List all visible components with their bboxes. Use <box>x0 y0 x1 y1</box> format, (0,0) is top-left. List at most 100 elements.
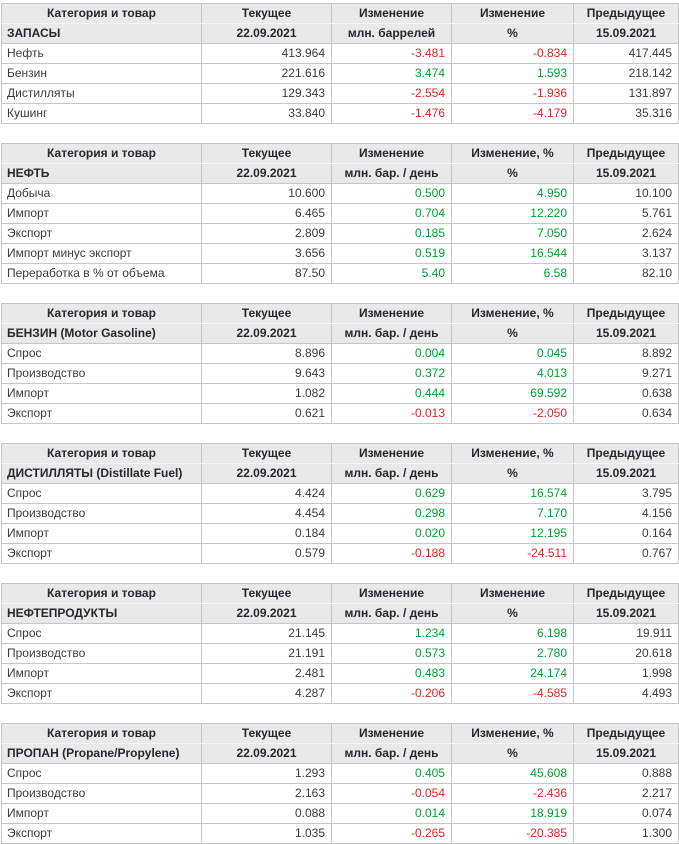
section-title: НЕФТЕПРОДУКТЫ <box>1 603 202 624</box>
value-cell: -3.481 <box>331 43 452 64</box>
value-cell: 2.624 <box>573 223 679 244</box>
column-header: Изменение <box>331 303 452 324</box>
column-header: Изменение, % <box>451 443 574 464</box>
row-label: Импорт <box>1 203 202 224</box>
column-subheader: млн. бар. / день <box>331 463 452 484</box>
table-subheader-row: ЗАПАСЫ 22.09.2021 млн. баррелей% 15.09.2021 <box>1 23 679 44</box>
column-header: Текущее <box>201 443 332 464</box>
table-row: Производство 2.163 -0.054 -2.436 2.217 <box>1 783 679 804</box>
value-cell: 24.174 <box>451 663 574 684</box>
value-cell: 3.137 <box>573 243 679 264</box>
table-row: Экспорт 0.579 -0.188 -24.511 0.767 <box>1 543 679 564</box>
value-cell: 19.911 <box>573 623 679 644</box>
table-row: Производство 4.454 0.298 7.170 4.156 <box>1 503 679 524</box>
value-cell: 4.287 <box>201 683 332 704</box>
value-cell: 0.184 <box>201 523 332 544</box>
column-subheader: млн. бар. / день <box>331 603 452 624</box>
column-subheader: 22.09.2021 <box>201 603 332 624</box>
column-subheader: 22.09.2021 <box>201 463 332 484</box>
table-motor-gasoline: Категория и товар Текущее Изменение Изменен… <box>1 303 679 424</box>
column-header: Изменение <box>331 443 452 464</box>
table-row: Спрос 1.293 0.405 45.608 0.888 <box>1 763 679 784</box>
column-subheader: 15.09.2021 <box>573 463 679 484</box>
value-cell: 0.014 <box>331 803 452 824</box>
value-cell: 2.217 <box>573 783 679 804</box>
value-cell: 129.343 <box>201 83 332 104</box>
column-subheader: % <box>451 743 574 764</box>
row-label: Нефть <box>1 43 202 64</box>
table-distillate-fuel: Категория и товар Текущее Изменение Изменен… <box>1 443 679 564</box>
value-cell: 4.156 <box>573 503 679 524</box>
value-cell: 0.579 <box>201 543 332 564</box>
value-cell: 0.088 <box>201 803 332 824</box>
value-cell: 4.454 <box>201 503 332 524</box>
table-row: Импорт 2.481 0.483 24.174 1.998 <box>1 663 679 684</box>
table-inventories: Категория и товар Текущее Изменение Изменен… <box>1 3 679 124</box>
column-header: Текущее <box>201 3 332 24</box>
value-cell: -0.265 <box>331 823 452 844</box>
value-cell: 6.198 <box>451 623 574 644</box>
table-crude-oil: Категория и товар Текущее Изменение Изменен… <box>1 143 679 284</box>
value-cell: 0.634 <box>573 403 679 424</box>
value-cell: -0.834 <box>451 43 574 64</box>
table-row: Импорт минус экспорт 3.656 0.519 16.544 3.13… <box>1 243 679 264</box>
value-cell: 3.795 <box>573 483 679 504</box>
table-row: Спрос 4.424 0.629 16.574 3.795 <box>1 483 679 504</box>
table-row: Дистилляты 129.343 -2.554 -1.936 131.897 <box>1 83 679 104</box>
value-cell: 0.185 <box>331 223 452 244</box>
table-header-row: Категория и товар Текущее Изменение Изменен… <box>1 723 679 744</box>
value-cell: 0.164 <box>573 523 679 544</box>
column-header: Предыдущее <box>573 3 679 24</box>
value-cell: 9.643 <box>201 363 332 384</box>
table-row: Импорт 0.184 0.020 12.195 0.164 <box>1 523 679 544</box>
value-cell: 0.500 <box>331 183 452 204</box>
column-header: Изменение, % <box>451 143 574 164</box>
value-cell: 0.621 <box>201 403 332 424</box>
value-cell: 0.767 <box>573 543 679 564</box>
value-cell: 1.593 <box>451 63 574 84</box>
value-cell: 1.300 <box>573 823 679 844</box>
column-header: Изменение <box>331 583 452 604</box>
row-label: Добыча <box>1 183 202 204</box>
table-row: Переработка в % от объема 87.50 5.40 6.58 82… <box>1 263 679 284</box>
value-cell: 0.573 <box>331 643 452 664</box>
column-subheader: % <box>451 463 574 484</box>
value-cell: 0.020 <box>331 523 452 544</box>
value-cell: 0.519 <box>331 243 452 264</box>
section-title: ДИСТИЛЛЯТЫ (Distillate Fuel) <box>1 463 202 484</box>
row-label: Переработка в % от объема <box>1 263 202 284</box>
value-cell: 1.293 <box>201 763 332 784</box>
value-cell: 45.608 <box>451 763 574 784</box>
column-header: Предыдущее <box>573 723 679 744</box>
column-header: Изменение <box>331 143 452 164</box>
row-label: Импорт минус экспорт <box>1 243 202 264</box>
column-subheader: млн. бар. / день <box>331 323 452 344</box>
value-cell: 1.998 <box>573 663 679 684</box>
value-cell: -2.554 <box>331 83 452 104</box>
value-cell: 0.298 <box>331 503 452 524</box>
column-header: Категория и товар <box>1 723 202 744</box>
row-label: Дистилляты <box>1 83 202 104</box>
table-row: Спрос 8.896 0.004 0.045 8.892 <box>1 343 679 364</box>
value-cell: 6.58 <box>451 263 574 284</box>
value-cell: -2.050 <box>451 403 574 424</box>
column-subheader: млн. баррелей <box>331 23 452 44</box>
table-subheader-row: НЕФТЬ 22.09.2021 млн. бар. / день% 15.09.20… <box>1 163 679 184</box>
value-cell: 0.629 <box>331 483 452 504</box>
table-row: Экспорт 1.035 -0.265 -20.385 1.300 <box>1 823 679 844</box>
value-cell: 0.483 <box>331 663 452 684</box>
column-header: Изменение <box>331 3 452 24</box>
section-title: БЕНЗИН (Motor Gasoline) <box>1 323 202 344</box>
row-label: Спрос <box>1 343 202 364</box>
value-cell: 6.465 <box>201 203 332 224</box>
table-propane: Категория и товар Текущее Изменение Изменен… <box>1 723 679 844</box>
row-label: Производство <box>1 643 202 664</box>
row-label: Экспорт <box>1 403 202 424</box>
value-cell: -0.013 <box>331 403 452 424</box>
table-row: Импорт 6.465 0.704 12.220 5.761 <box>1 203 679 224</box>
row-label: Экспорт <box>1 543 202 564</box>
value-cell: 4.950 <box>451 183 574 204</box>
section-title: НЕФТЬ <box>1 163 202 184</box>
column-subheader: млн. бар. / день <box>331 163 452 184</box>
